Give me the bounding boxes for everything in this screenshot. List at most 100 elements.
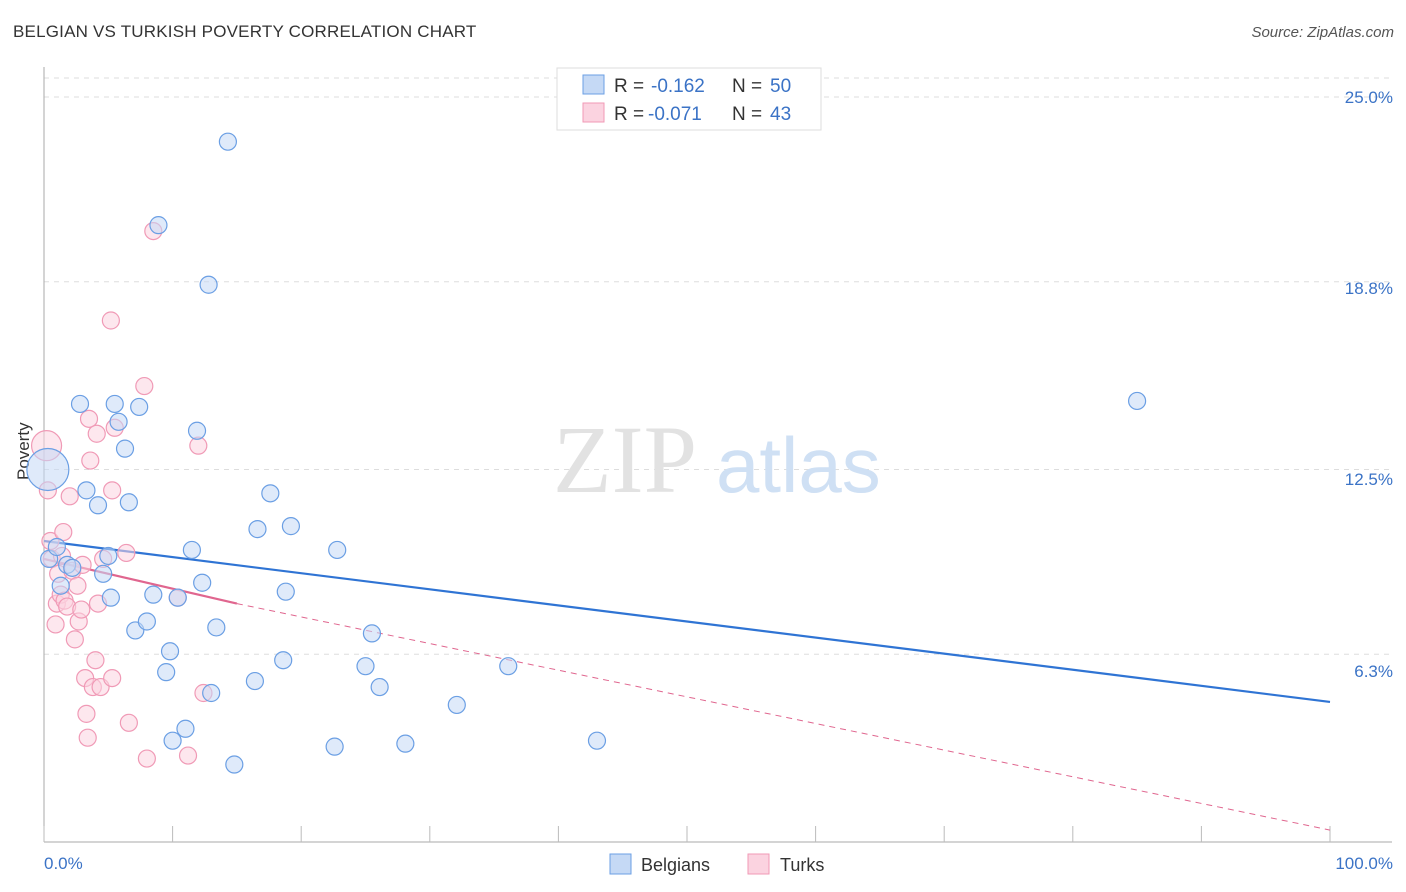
belgians-point: [187, 421, 207, 440]
turks-point: [78, 728, 97, 747]
x-axis-ticks: [43, 826, 1331, 842]
belgians-point: [328, 540, 347, 560]
belgians-point: [274, 651, 293, 670]
stats-swatch-turks: [582, 102, 605, 123]
turks-point: [101, 311, 120, 330]
x-tick-label-max: 100.0%: [1335, 854, 1393, 873]
turks-point: [117, 543, 136, 563]
turks-point: [119, 713, 138, 732]
y-tick-label: 6.3%: [1354, 662, 1393, 681]
stats-n-label: N =: [732, 104, 762, 125]
belgians-point: [281, 517, 301, 536]
y-tick-label: 18.8%: [1345, 279, 1393, 298]
belgians-point: [105, 394, 124, 414]
belgians-point: [101, 588, 120, 607]
belgians-point: [207, 618, 226, 637]
y-tick-label: 25.0%: [1345, 88, 1393, 107]
watermark-zip: ZIP: [553, 406, 697, 513]
watermark: ZIP atlas: [553, 406, 881, 513]
belgians-point: [109, 412, 128, 431]
x-tick-label-min: 0.0%: [44, 854, 83, 873]
turks-point: [65, 630, 84, 649]
stats-r-label: R =: [614, 104, 644, 125]
belgians-point: [1127, 391, 1147, 411]
belgians-point: [63, 558, 82, 577]
belgians-point: [225, 755, 244, 774]
turks-point: [60, 487, 79, 506]
belgians-point: [26, 447, 70, 492]
belgians-point: [199, 275, 218, 294]
stats-r-value: -0.071: [648, 104, 702, 125]
turks-point: [77, 704, 96, 723]
turks-point: [137, 749, 156, 768]
belgians-point: [202, 683, 221, 703]
trend-line-belgians: [43, 539, 1331, 704]
belgians-point: [218, 132, 237, 151]
source-label: Source: ZipAtlas.com: [1251, 24, 1394, 41]
stats-n-value: 50: [770, 76, 791, 97]
belgians-point: [70, 394, 90, 414]
belgians-point: [157, 663, 176, 682]
legend-swatch-belgians: [609, 853, 632, 875]
belgians-point: [396, 734, 415, 753]
legend-label-turks: Turks: [780, 855, 824, 875]
stats-n-label: N =: [732, 76, 762, 97]
belgians-point: [99, 546, 118, 566]
belgians-point: [499, 657, 518, 676]
legend-swatch-turks: [747, 853, 770, 875]
belgians-point: [51, 576, 70, 595]
y-tick-label: 12.5%: [1345, 470, 1393, 489]
y-tick-labels: 6.3% 12.5% 18.8% 25.0%: [1345, 88, 1393, 681]
turks-points: [30, 222, 213, 768]
chart-title: BELGIAN VS TURKISH POVERTY CORRELATION C…: [13, 22, 477, 41]
belgians-point: [325, 737, 344, 756]
grid-lines: [44, 77, 1392, 655]
turks-point: [178, 746, 198, 765]
belgians-point: [370, 677, 389, 697]
belgians-point: [144, 585, 163, 604]
turks-point: [72, 600, 91, 619]
belgians-point: [163, 731, 182, 750]
belgians-point: [193, 573, 212, 592]
belgians-point: [356, 657, 375, 676]
stats-box: R = -0.162 N = 50 R = -0.071 N = 43: [556, 67, 822, 131]
belgians-point: [47, 537, 66, 557]
turks-point: [46, 615, 65, 634]
belgians-point: [88, 496, 108, 515]
belgians-point: [115, 439, 135, 458]
trend-lines: [43, 539, 1331, 831]
turks-point: [86, 651, 105, 670]
belgians-point: [587, 731, 607, 750]
watermark-atlas: atlas: [716, 421, 881, 509]
legend-label-belgians: Belgians: [641, 855, 710, 875]
turks-point: [103, 481, 122, 500]
turks-point: [87, 424, 106, 443]
belgians-point: [149, 216, 168, 235]
belgians-point: [137, 612, 156, 631]
trend-line-turks-extended: [236, 603, 1331, 831]
belgians-points: [26, 132, 1147, 774]
belgians-point: [362, 624, 382, 643]
turks-point: [79, 409, 99, 428]
belgians-point: [248, 519, 267, 539]
legend: Belgians Turks: [609, 853, 824, 875]
belgians-point: [77, 481, 96, 500]
stats-r-label: R =: [614, 76, 644, 97]
belgians-point: [276, 582, 295, 601]
belgians-point: [447, 695, 466, 715]
turks-point: [68, 576, 87, 595]
turks-point: [81, 451, 100, 470]
belgians-point: [119, 493, 138, 512]
turks-point: [103, 668, 122, 688]
stats-n-value: 43: [770, 104, 791, 125]
belgians-point: [168, 588, 187, 607]
belgians-point: [245, 671, 265, 691]
belgians-point: [160, 642, 180, 661]
belgians-point: [94, 564, 113, 583]
belgians-point: [130, 397, 149, 417]
turks-point: [135, 376, 154, 396]
belgians-point: [176, 719, 195, 738]
stats-r-value: -0.162: [651, 76, 705, 97]
belgians-point: [261, 484, 280, 503]
